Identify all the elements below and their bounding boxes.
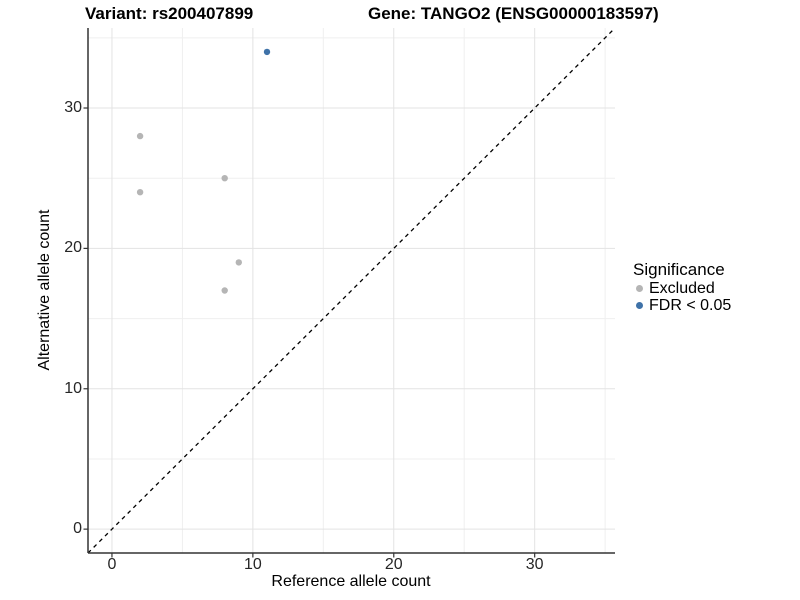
legend-item-excluded: Excluded [633, 280, 731, 297]
x-tick-label: 30 [525, 556, 544, 573]
data-point-excluded [136, 132, 144, 140]
x-axis-title: Reference allele count [271, 573, 431, 590]
y-tick-label: 0 [73, 520, 82, 538]
data-point-excluded [136, 189, 144, 196]
legend-item-label: FDR < 0.05 [649, 296, 732, 314]
legend-item-label: Excluded [649, 279, 715, 297]
x-tick-label: 20 [384, 556, 403, 573]
y-tick-label: 30 [64, 99, 82, 116]
data-point-excluded [221, 175, 228, 182]
x-tick-label: 10 [243, 556, 262, 573]
plot-title-gene: Gene: TANGO2 (ENSG00000183597) [368, 4, 659, 23]
data-point-excluded [235, 259, 242, 266]
identity-reference-line [87, 27, 616, 554]
data-point-excluded [221, 287, 228, 294]
legend-item-fdr: FDR < 0.05 [633, 297, 731, 314]
legend: Significance Excluded FDR < 0.05 [633, 259, 731, 314]
legend-swatch-excluded-icon [636, 285, 643, 292]
y-tick-label: 10 [64, 379, 82, 397]
legend-title: Significance [633, 260, 725, 279]
plot-title-variant: Variant: rs200407899 [85, 4, 254, 23]
legend-swatch-fdr-icon [636, 302, 643, 309]
y-axis-title: Alternative allele count [36, 209, 53, 371]
y-tick-label: 20 [64, 239, 82, 257]
data-point-fdr [263, 48, 271, 56]
x-tick-label: 0 [107, 556, 117, 573]
